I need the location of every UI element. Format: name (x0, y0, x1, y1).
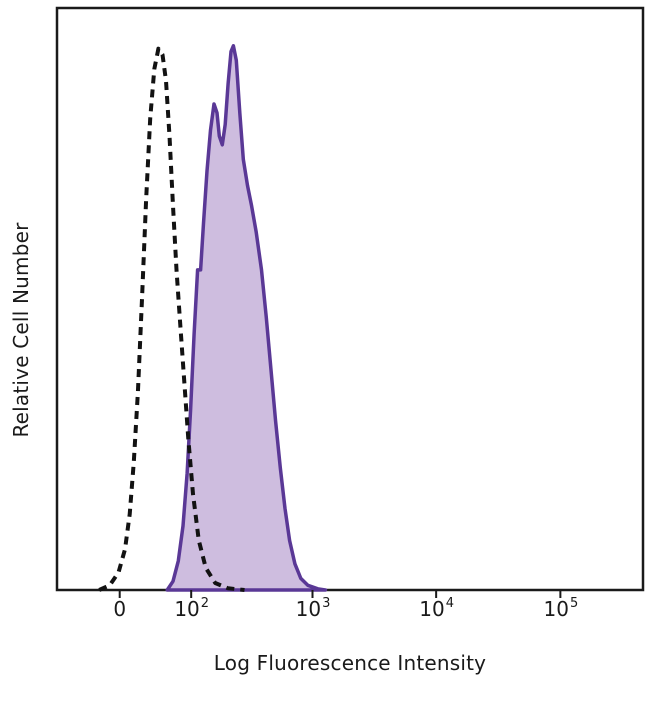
x-tick-label: 105 (543, 596, 579, 621)
plot-border (55, 6, 645, 592)
x-tick-label: 104 (419, 596, 455, 621)
curve-stained-sample (165, 44, 328, 592)
x-tick-label: 103 (295, 596, 331, 621)
x-tick-label: 0 (113, 597, 127, 621)
y-axis-label: Relative Cell Number (9, 222, 33, 438)
curve-isotype-control (98, 46, 245, 592)
x-tick-label: 102 (174, 596, 210, 621)
x-axis-label: Log Fluorescence Intensity (213, 651, 487, 675)
x-axis-tick-marks (118, 590, 562, 598)
histogram-curves (98, 44, 328, 592)
